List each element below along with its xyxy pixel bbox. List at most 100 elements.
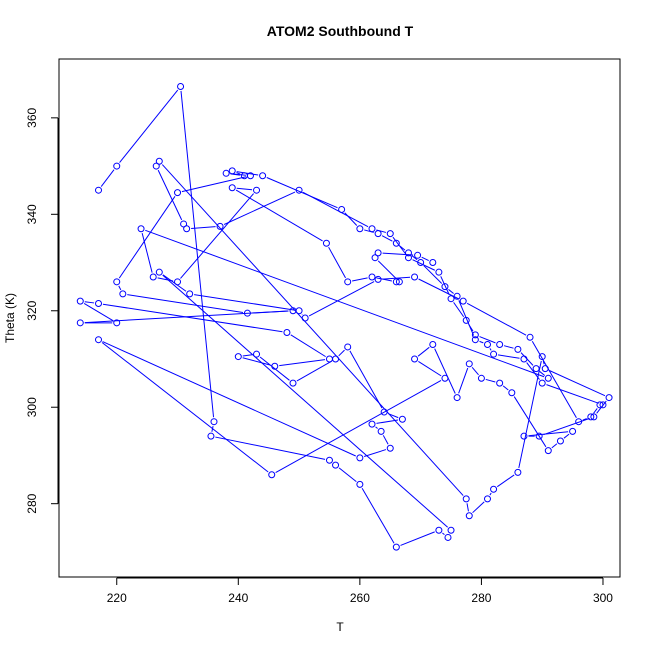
data-point bbox=[95, 300, 103, 308]
data-point bbox=[155, 268, 163, 276]
data-point bbox=[514, 345, 522, 353]
data-point bbox=[535, 432, 543, 440]
series-segment bbox=[235, 189, 323, 242]
series-segment bbox=[434, 348, 456, 394]
data-point bbox=[599, 401, 607, 409]
series-segment bbox=[118, 196, 176, 279]
data-point bbox=[496, 379, 504, 387]
series-segment bbox=[236, 172, 241, 175]
series-segment bbox=[489, 348, 492, 351]
data-point bbox=[246, 172, 254, 180]
series-segment bbox=[275, 380, 442, 473]
series-segment bbox=[118, 285, 122, 291]
data-point bbox=[259, 172, 267, 180]
series-segment bbox=[328, 246, 346, 279]
series-segment bbox=[542, 360, 545, 365]
data-point bbox=[332, 355, 340, 363]
data-point bbox=[411, 273, 419, 281]
data-point bbox=[95, 336, 103, 344]
data-point bbox=[605, 394, 613, 402]
series-segment bbox=[531, 340, 577, 419]
series-segment bbox=[338, 467, 357, 482]
series-segment bbox=[302, 191, 369, 228]
series-segment bbox=[458, 367, 469, 394]
series-segment bbox=[466, 302, 527, 336]
series-segment bbox=[100, 169, 115, 187]
data-point bbox=[471, 331, 479, 339]
data-point bbox=[441, 374, 449, 382]
data-point bbox=[374, 230, 382, 238]
data-point bbox=[447, 526, 455, 534]
data-point bbox=[368, 225, 376, 233]
series-segment bbox=[242, 354, 253, 357]
series-segment bbox=[546, 384, 599, 404]
data-point bbox=[186, 290, 194, 298]
series-segment bbox=[259, 356, 290, 381]
data-point bbox=[371, 254, 379, 262]
series-segment bbox=[551, 443, 558, 449]
series-segment bbox=[549, 370, 606, 397]
data-point bbox=[465, 360, 473, 368]
series-segment bbox=[145, 229, 545, 378]
data-point bbox=[477, 374, 485, 382]
data-point bbox=[429, 341, 437, 349]
data-point bbox=[356, 225, 364, 233]
x-tick-label: 220 bbox=[107, 591, 127, 605]
series-segment bbox=[101, 342, 269, 473]
data-point bbox=[253, 350, 261, 358]
data-point bbox=[444, 533, 452, 541]
data-point bbox=[338, 205, 346, 213]
series-segment bbox=[352, 277, 368, 282]
data-point bbox=[514, 468, 522, 476]
data-point bbox=[496, 341, 504, 349]
series-segment bbox=[526, 362, 540, 380]
data-point bbox=[453, 292, 461, 300]
series-segment bbox=[471, 366, 479, 376]
data-point bbox=[289, 379, 297, 387]
data-point bbox=[344, 343, 352, 351]
data-point bbox=[374, 249, 382, 257]
series-segment bbox=[593, 408, 598, 414]
data-point bbox=[180, 220, 188, 228]
series-segment bbox=[528, 431, 569, 437]
data-point bbox=[222, 169, 230, 177]
series-segment bbox=[382, 435, 389, 445]
series-segment bbox=[582, 418, 587, 421]
series-segment bbox=[497, 354, 520, 359]
series-segment bbox=[381, 235, 393, 242]
series-segment bbox=[442, 532, 445, 536]
x-axis-label: T bbox=[336, 620, 344, 634]
series-segment bbox=[236, 187, 253, 191]
series-segment bbox=[375, 426, 378, 429]
data-point bbox=[453, 394, 461, 402]
series-segment bbox=[119, 89, 179, 163]
data-point bbox=[174, 189, 182, 197]
series-segment bbox=[84, 301, 95, 304]
series-segment bbox=[157, 169, 183, 221]
series-segment bbox=[468, 323, 474, 332]
data-point bbox=[596, 401, 604, 409]
y-tick-label: 320 bbox=[25, 300, 39, 320]
series-segment bbox=[479, 340, 484, 344]
data-point bbox=[356, 480, 364, 488]
series-segment bbox=[361, 488, 395, 544]
data-point bbox=[368, 420, 376, 428]
data-point bbox=[538, 379, 546, 387]
series-segment bbox=[417, 346, 430, 357]
series-segment bbox=[421, 256, 429, 262]
data-point bbox=[377, 427, 385, 435]
data-point bbox=[392, 278, 400, 286]
data-point bbox=[137, 225, 145, 233]
series-segment bbox=[423, 265, 443, 284]
series-segment bbox=[141, 233, 153, 273]
series-segment bbox=[496, 474, 515, 488]
data-point bbox=[95, 186, 103, 194]
data-point bbox=[289, 307, 297, 315]
data-point bbox=[76, 297, 84, 305]
data-point bbox=[462, 316, 470, 324]
series-segment bbox=[412, 259, 436, 271]
series-segment bbox=[400, 531, 435, 546]
series-segment bbox=[466, 503, 469, 512]
data-point bbox=[541, 365, 549, 373]
